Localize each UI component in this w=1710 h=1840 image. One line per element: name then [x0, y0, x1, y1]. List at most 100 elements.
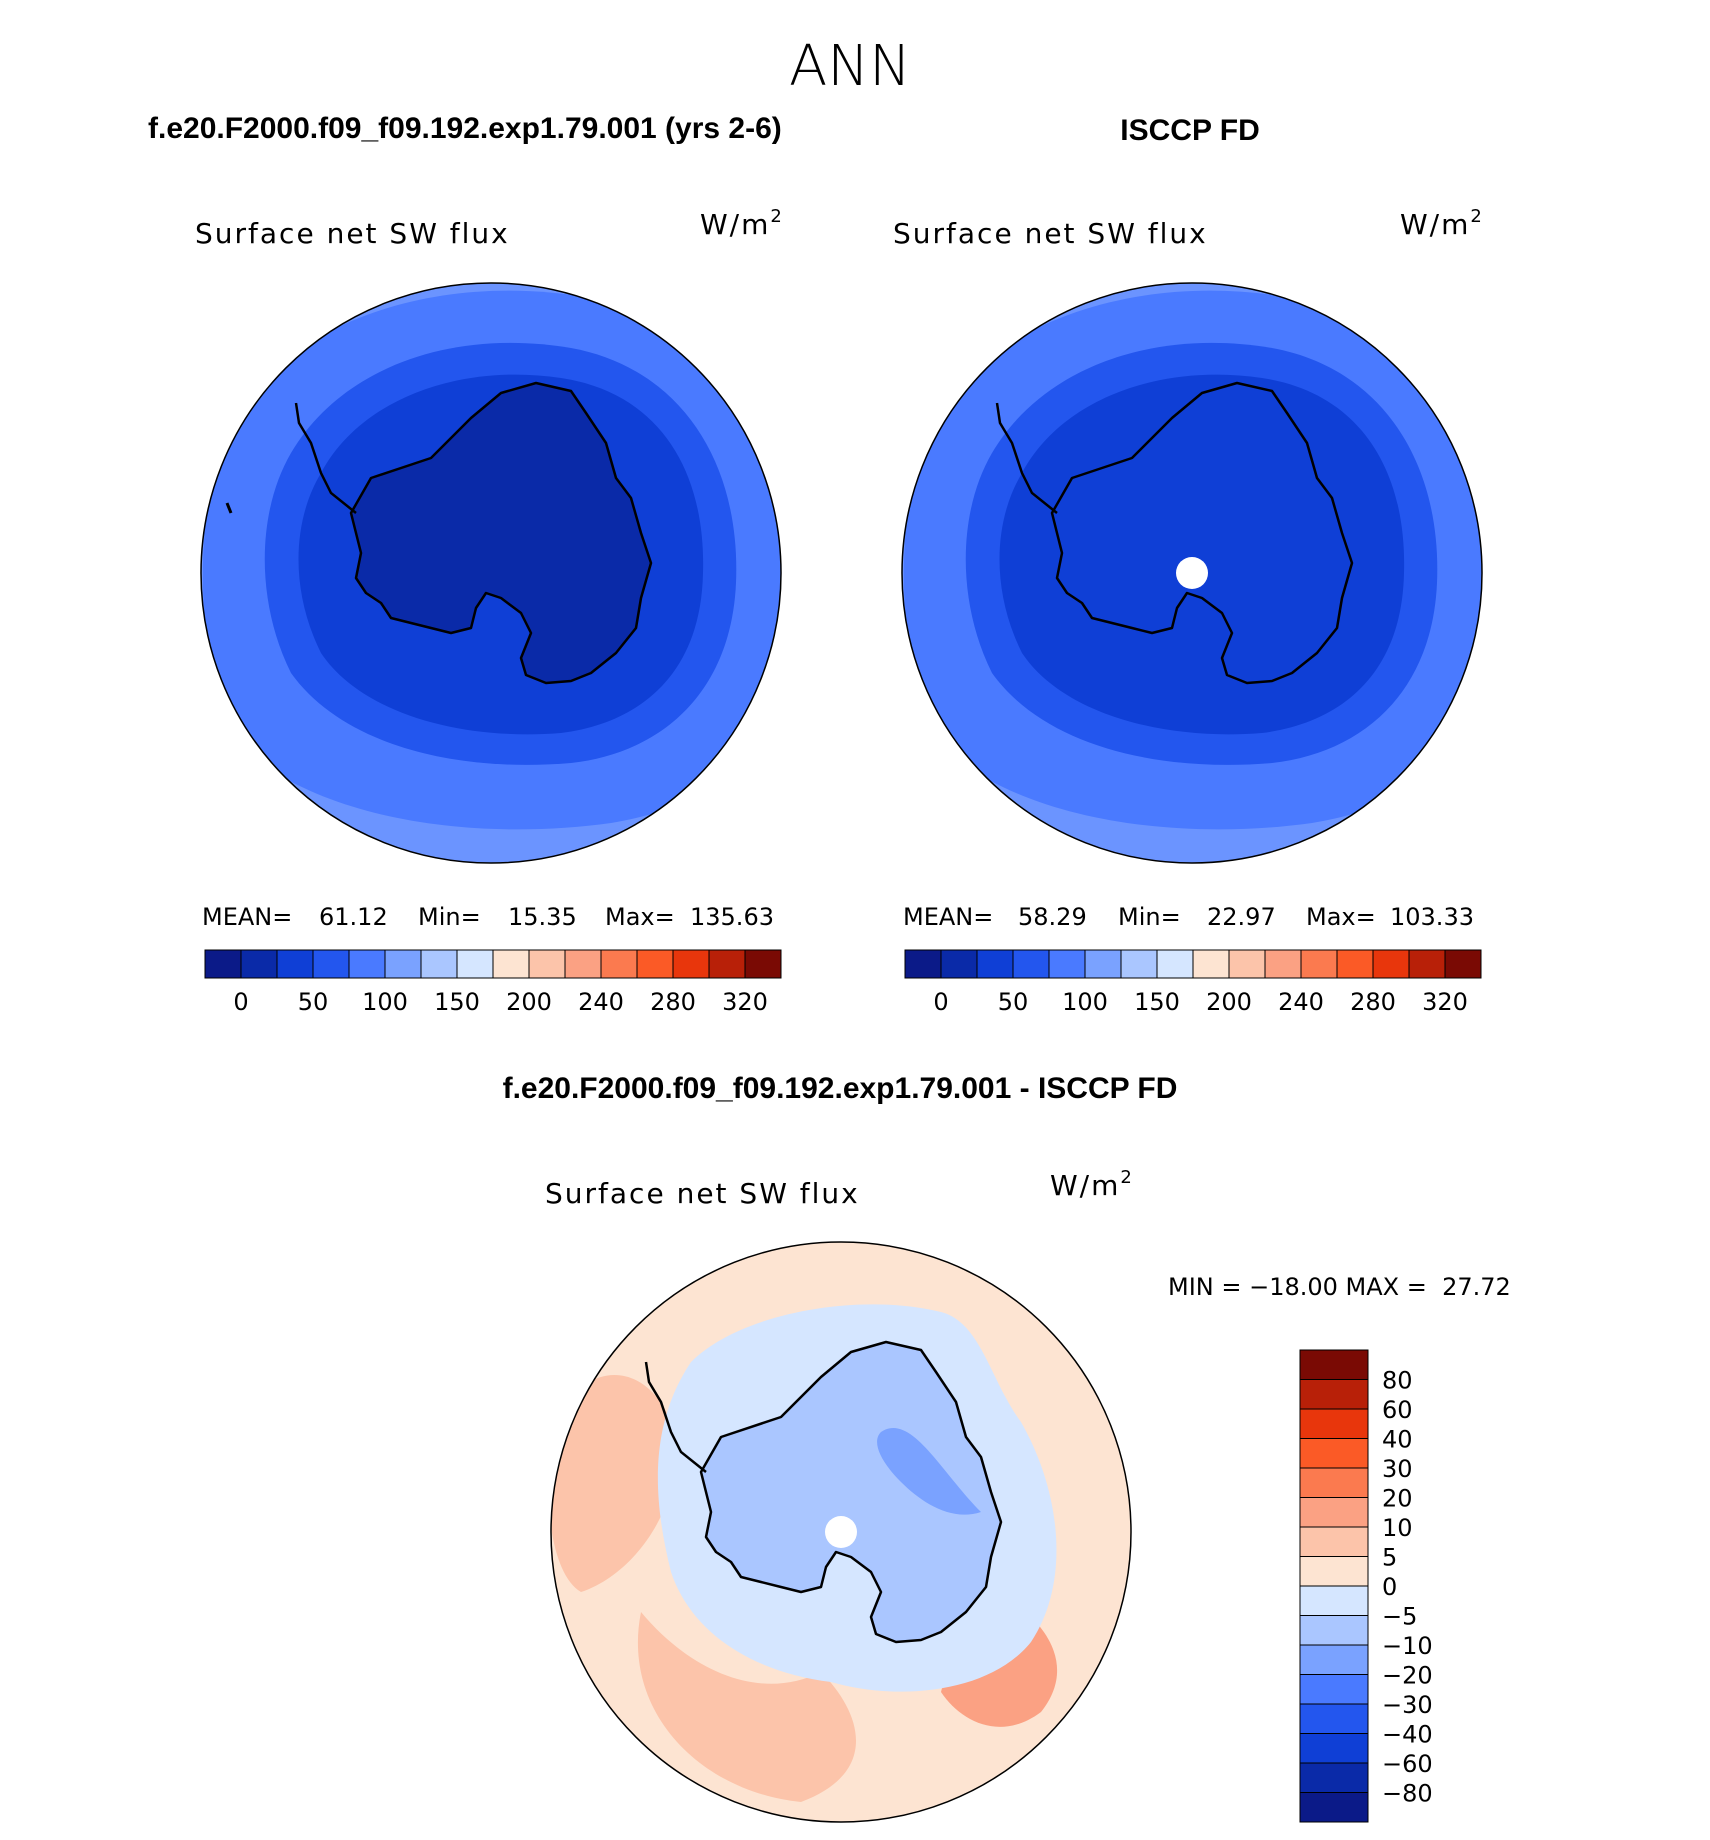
peninsula-coast [644, 1361, 707, 1473]
colorbar-tick-label: 50 [298, 988, 329, 1016]
colorbar-swatch [1299, 1762, 1369, 1793]
colorbar-obs: 0 50 100 150 200 240 280 320 [904, 949, 1482, 1016]
colorbar-tick-label: −5 [1382, 1603, 1417, 1631]
colorbar-swatch [528, 949, 566, 979]
map-obs [901, 282, 1483, 864]
colorbar-swatch [672, 949, 710, 979]
colorbar-swatch [276, 949, 314, 979]
colorbar-swatch [492, 949, 530, 979]
panel-model-units: W/m2 [700, 206, 784, 241]
colorbar-tick-label: −40 [1382, 1721, 1433, 1749]
panel-model: f.e20.F2000.f09_f09.192.exp1.79.001 (yrs… [148, 112, 784, 1016]
fill-ice [349, 381, 653, 685]
missing-data-pole [1176, 557, 1208, 589]
colorbar-tick-label: 240 [578, 988, 624, 1016]
colorbar-swatch [1299, 1467, 1369, 1498]
colorbar-tick-label: 20 [1382, 1485, 1413, 1513]
panel-diff-stats: MIN = −18.00 MAX = 27.72 [1168, 1273, 1511, 1301]
panel-diff-title: f.e20.F2000.f09_f09.192.exp1.79.001 - IS… [503, 1072, 1178, 1105]
colorbar-swatch [420, 949, 458, 979]
colorbar-tick-label: 60 [1382, 1396, 1413, 1424]
fill-warm-patch [551, 1375, 676, 1592]
colorbar-swatch [1299, 1644, 1369, 1675]
colorbar-tick-label: −80 [1382, 1780, 1433, 1808]
colorbar-tick-label: 150 [1134, 988, 1180, 1016]
colorbar-tick-label: −30 [1382, 1691, 1433, 1719]
fill-ice [1050, 381, 1354, 685]
colorbar-tick-label: 320 [1422, 988, 1468, 1016]
colorbar-swatch [1299, 1349, 1369, 1380]
colorbar-swatch [1299, 1703, 1369, 1734]
colorbar-tick-label: 150 [434, 988, 480, 1016]
colorbar-swatch [1264, 949, 1302, 979]
fill-ice [699, 1340, 1003, 1644]
colorbar-swatch [204, 949, 242, 979]
colorbar-tick-label: 5 [1382, 1544, 1397, 1572]
colorbar-swatch [1299, 1408, 1369, 1439]
colorbar-tick-label: 100 [1062, 988, 1108, 1016]
colorbar-swatch [1299, 1497, 1369, 1528]
peninsula-coast [294, 402, 357, 514]
fill-cold-patch [877, 1428, 981, 1515]
colorbar-tick-label: 30 [1382, 1455, 1413, 1483]
colorbar-tick-label: 0 [933, 988, 948, 1016]
colorbar-tick-label: 280 [1350, 988, 1396, 1016]
colorbar-tick-label: −10 [1382, 1632, 1433, 1660]
colorbar-swatch [312, 949, 350, 979]
colorbar-swatch [1299, 1792, 1369, 1823]
panel-obs-units: W/m2 [1400, 206, 1484, 241]
stat-min-value: 15.35 [508, 903, 577, 931]
colorbar-tick-label: −20 [1382, 1662, 1433, 1690]
colorbar-swatch [940, 949, 978, 979]
fill-warm-patch [637, 1612, 856, 1802]
colorbar-tick-label: 0 [1382, 1573, 1397, 1601]
colorbar-tick-label: 40 [1382, 1426, 1413, 1454]
colorbar-tick-label: 320 [722, 988, 768, 1016]
panel-diff-variable: Surface net SW flux [545, 1177, 860, 1210]
panel-obs-title: ISCCP FD [1120, 114, 1259, 147]
colorbar-tick-label: 200 [1206, 988, 1252, 1016]
stat-mean-label: MEAN= [202, 903, 292, 931]
colorbar-swatch [636, 949, 674, 979]
map-border [901, 282, 1483, 864]
colorbar-tick-label: 10 [1382, 1514, 1413, 1542]
colorbar-swatch [240, 949, 278, 979]
stat-max-value: 103.33 [1390, 903, 1474, 931]
colorbar-swatch [976, 949, 1014, 979]
colorbar-swatch [1299, 1733, 1369, 1764]
panel-model-title: f.e20.F2000.f09_f09.192.exp1.79.001 (yrs… [148, 112, 782, 145]
panel-diff: f.e20.F2000.f09_f09.192.exp1.79.001 - IS… [503, 1072, 1511, 1823]
panel-model-variable: Surface net SW flux [195, 217, 510, 250]
map-border [550, 1241, 1132, 1823]
colorbar-swatch [1299, 1379, 1369, 1410]
colorbar-model: 0 50 100 150 200 240 280 320 [204, 949, 782, 1016]
colorbar-swatch [348, 949, 386, 979]
map-diff [550, 1241, 1132, 1823]
stat-mean-value: 61.12 [319, 903, 388, 931]
colorbar-swatch [904, 949, 942, 979]
stat-mean-label: MEAN= [903, 903, 993, 931]
colorbar-tick-label: 200 [506, 988, 552, 1016]
panel-model-stats: MEAN= 61.12 Min= 15.35 Max= 135.63 [202, 903, 774, 931]
colorbar-tick-label: 50 [998, 988, 1029, 1016]
stat-max-value: 135.63 [690, 903, 774, 931]
stat-min-label: Min= [418, 903, 481, 931]
islands-coast [225, 502, 233, 514]
colorbar-tick-label: 80 [1382, 1367, 1413, 1395]
panel-obs-stats: MEAN= 58.29 Min= 22.97 Max= 103.33 [903, 903, 1474, 931]
colorbar-swatch [1156, 949, 1194, 979]
map-border [200, 282, 782, 864]
colorbar-tick-label: 280 [650, 988, 696, 1016]
colorbar-swatch [1012, 949, 1050, 979]
colorbar-swatch [1299, 1526, 1369, 1557]
colorbar-swatch [1444, 949, 1482, 979]
colorbar-tick-label: 100 [362, 988, 408, 1016]
colorbar-tick-label: 0 [233, 988, 248, 1016]
colorbar-swatch [1299, 1585, 1369, 1616]
colorbar-swatch [456, 949, 494, 979]
colorbar-swatch [1300, 949, 1338, 979]
stat-max-label: Max= [605, 903, 675, 931]
colorbar-swatch [600, 949, 638, 979]
